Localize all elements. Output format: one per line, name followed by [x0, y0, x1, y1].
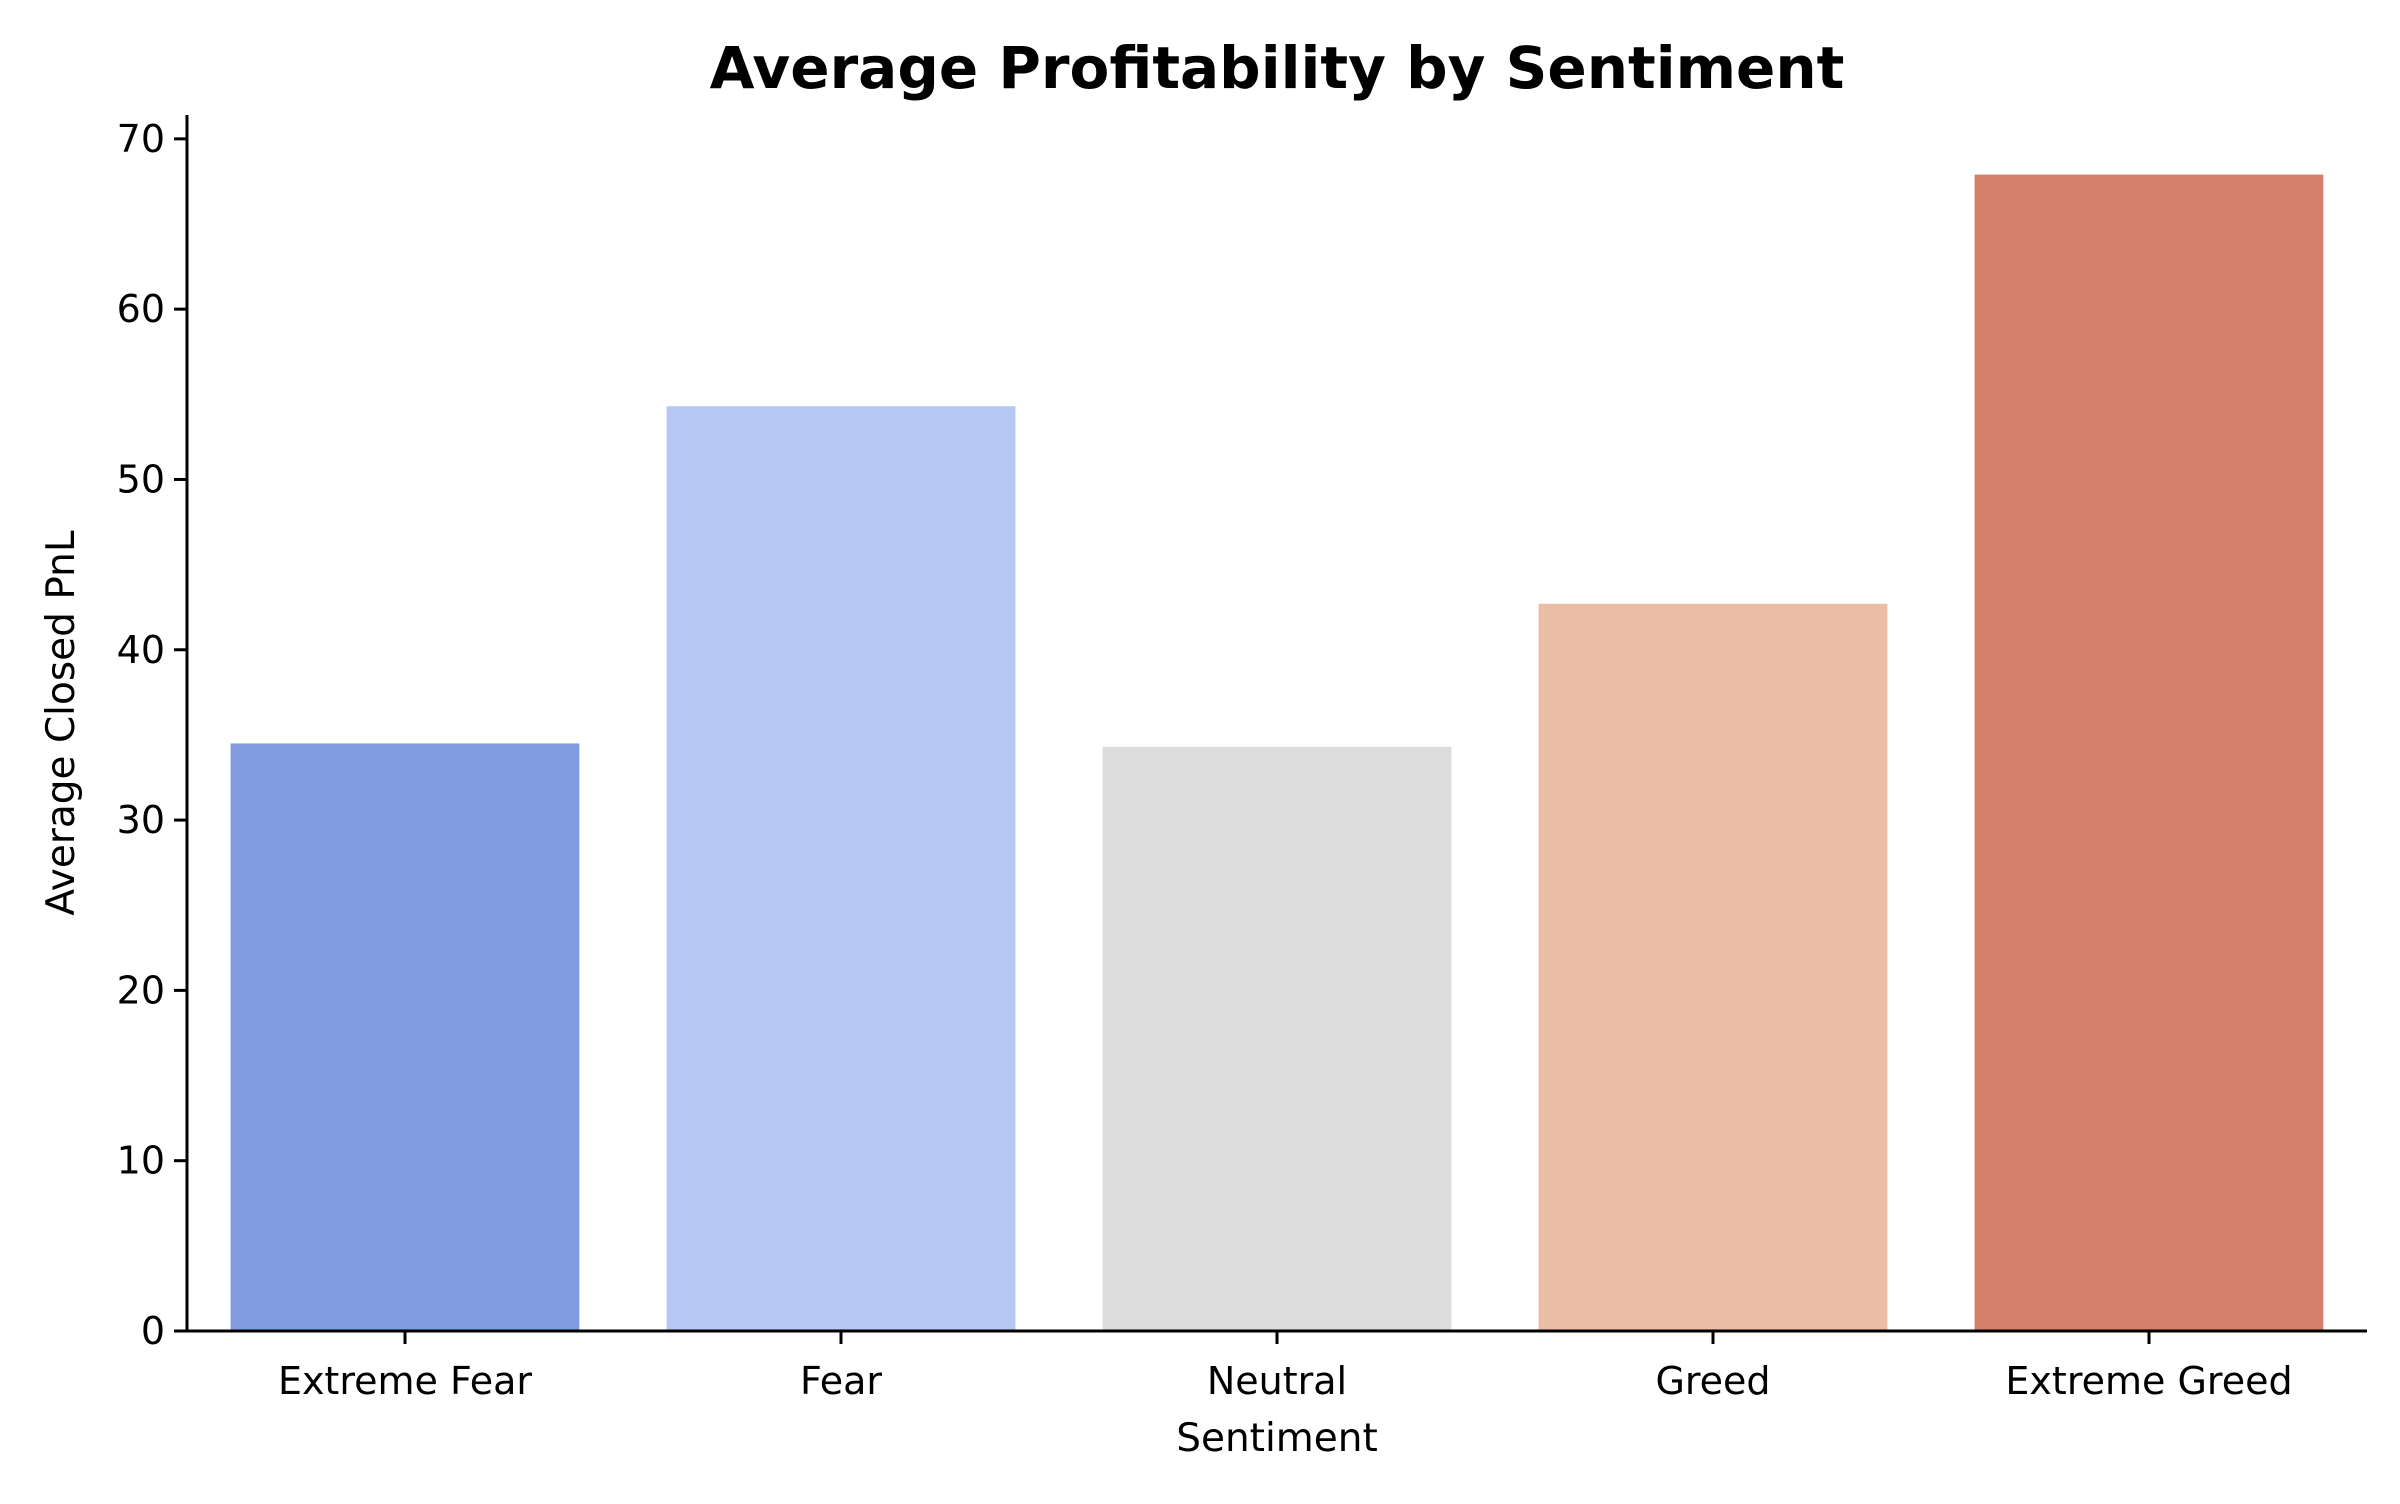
- y-tick-label: 10: [117, 1139, 165, 1183]
- y-tick-label: 20: [117, 968, 165, 1012]
- bars-layer: [230, 174, 2324, 1331]
- y-tick-label: 50: [117, 457, 165, 501]
- x-axis-ticks: Extreme Fear Fear Neutral Greed Extreme Gree…: [278, 1331, 2293, 1403]
- x-tick-label: Fear: [800, 1359, 882, 1403]
- bar-neutral: [1102, 746, 1452, 1331]
- x-tick-label: Neutral: [1207, 1359, 1347, 1403]
- y-tick-label: 30: [117, 798, 165, 842]
- y-axis-ticks: 0 10 20 30 40 50 60 70: [117, 117, 187, 1353]
- y-tick-label: 40: [117, 628, 165, 672]
- y-tick-label: 60: [117, 287, 165, 331]
- bar-extreme-fear: [230, 743, 580, 1331]
- y-axis-label: Average Closed PnL: [39, 530, 84, 915]
- x-tick-label: Greed: [1655, 1359, 1770, 1403]
- bar-extreme-greed: [1974, 174, 2324, 1331]
- x-tick-label: Extreme Greed: [2005, 1359, 2292, 1403]
- x-axis-label: Sentiment: [1176, 1416, 1378, 1461]
- bar-fear: [666, 406, 1016, 1331]
- x-tick-label: Extreme Fear: [278, 1359, 532, 1403]
- chart-title: Average Profitability by Sentiment: [710, 34, 1845, 102]
- bar-greed: [1538, 603, 1888, 1331]
- y-tick-label: 70: [117, 117, 165, 161]
- y-tick-label: 0: [141, 1309, 165, 1353]
